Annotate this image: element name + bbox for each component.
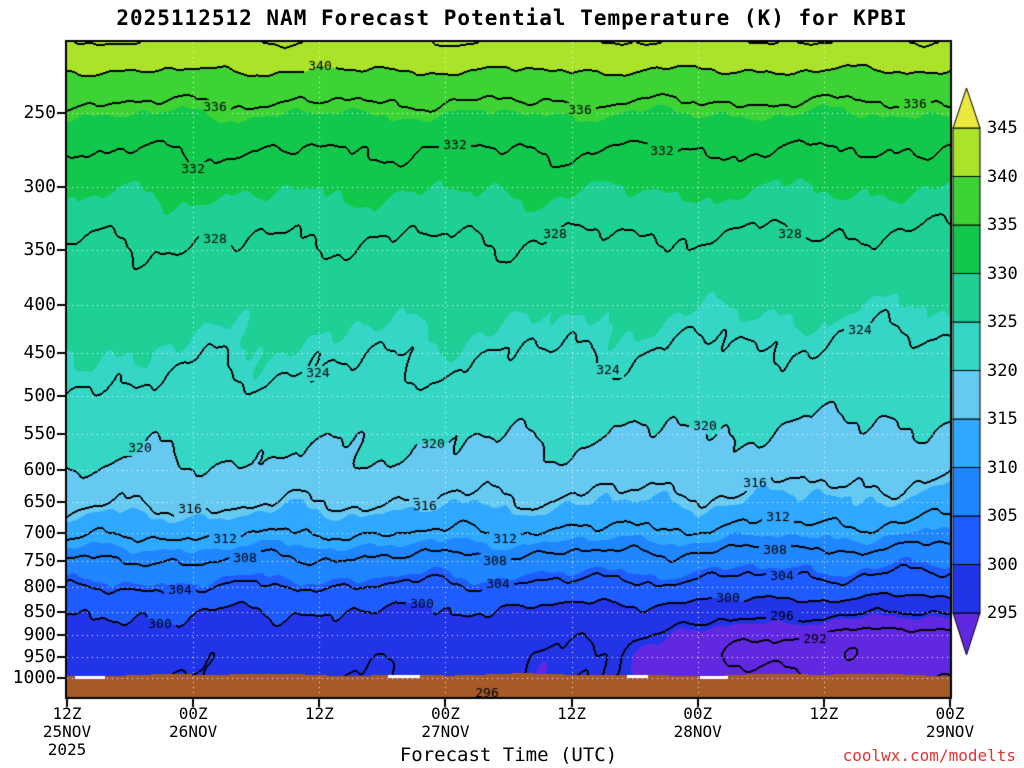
y-tick-label: 900 [23,624,56,646]
x-tick-line: 12Z [304,704,334,723]
x-tick-line: 12Z [52,704,82,723]
x-axis-title: Forecast Time (UTC) [399,744,618,766]
colorbar-tick-label: 330 [987,263,1018,284]
chart-title: 2025112512 NAM Forecast Potential Temper… [116,6,908,30]
x-tick-line: 26NOV [169,722,218,741]
x-tick-line: 28NOV [673,722,722,741]
colorbar-tick-label: 320 [987,360,1018,381]
x-tick-line: 00Z [935,704,965,723]
x-tick-line: 25NOV [42,722,92,741]
colorbar-tick-label: 335 [987,215,1018,235]
x-tick-label: 12Z [764,705,884,723]
y-tick-label: 600 [23,458,56,480]
colorbar-tick-label: 325 [987,312,1018,332]
y-tick-label: 800 [23,576,56,598]
y-tick-label: 850 [23,600,56,622]
y-tick-label: 300 [23,176,56,198]
x-tick-line: 2025 [47,740,87,759]
y-tick-label: 350 [23,239,56,261]
x-tick-label: 00Z 29NOV [890,705,1010,741]
y-tick-label: 700 [23,521,56,543]
y-tick-label: 500 [23,384,56,406]
y-tick-label: 750 [23,549,56,571]
y-tick-label: 1000 [12,667,56,689]
colorbar-tick-label: 295 [987,603,1018,623]
y-tick-label: 950 [23,646,56,668]
colorbar-tick-label: 305 [987,506,1018,526]
colorbar-tick-label: 300 [987,554,1018,575]
colorbar-tick-label: 310 [987,457,1018,478]
x-tick-line: 27NOV [421,722,470,741]
x-tick-label: 00Z 28NOV [638,705,758,741]
x-tick-label: 12Z [512,705,632,723]
y-tick-label: 250 [23,102,56,124]
x-tick-line: 00Z [178,704,208,723]
x-tick-label: 12Z 25NOV 2025 [7,705,127,759]
colorbar-tick-label: 315 [987,409,1018,429]
x-tick-line: 00Z [683,704,713,723]
x-tick-label: 12Z [259,705,379,723]
y-tick-label: 650 [23,491,56,513]
x-tick-line: 00Z [430,704,460,723]
y-tick-label: 450 [23,341,56,363]
x-tick-line: 12Z [557,704,587,723]
x-tick-line: 29NOV [925,722,975,741]
x-tick-line: 12Z [809,704,839,723]
y-tick-label: 550 [23,423,56,445]
y-tick-label: 400 [23,293,56,315]
watermark-text: coolwx.com/modelts [842,746,1016,765]
x-tick-label: 00Z 27NOV [385,705,505,741]
colorbar-tick-label: 340 [987,166,1018,187]
colorbar-tick-label: 345 [987,118,1018,138]
x-tick-label: 00Z 26NOV [133,705,253,741]
